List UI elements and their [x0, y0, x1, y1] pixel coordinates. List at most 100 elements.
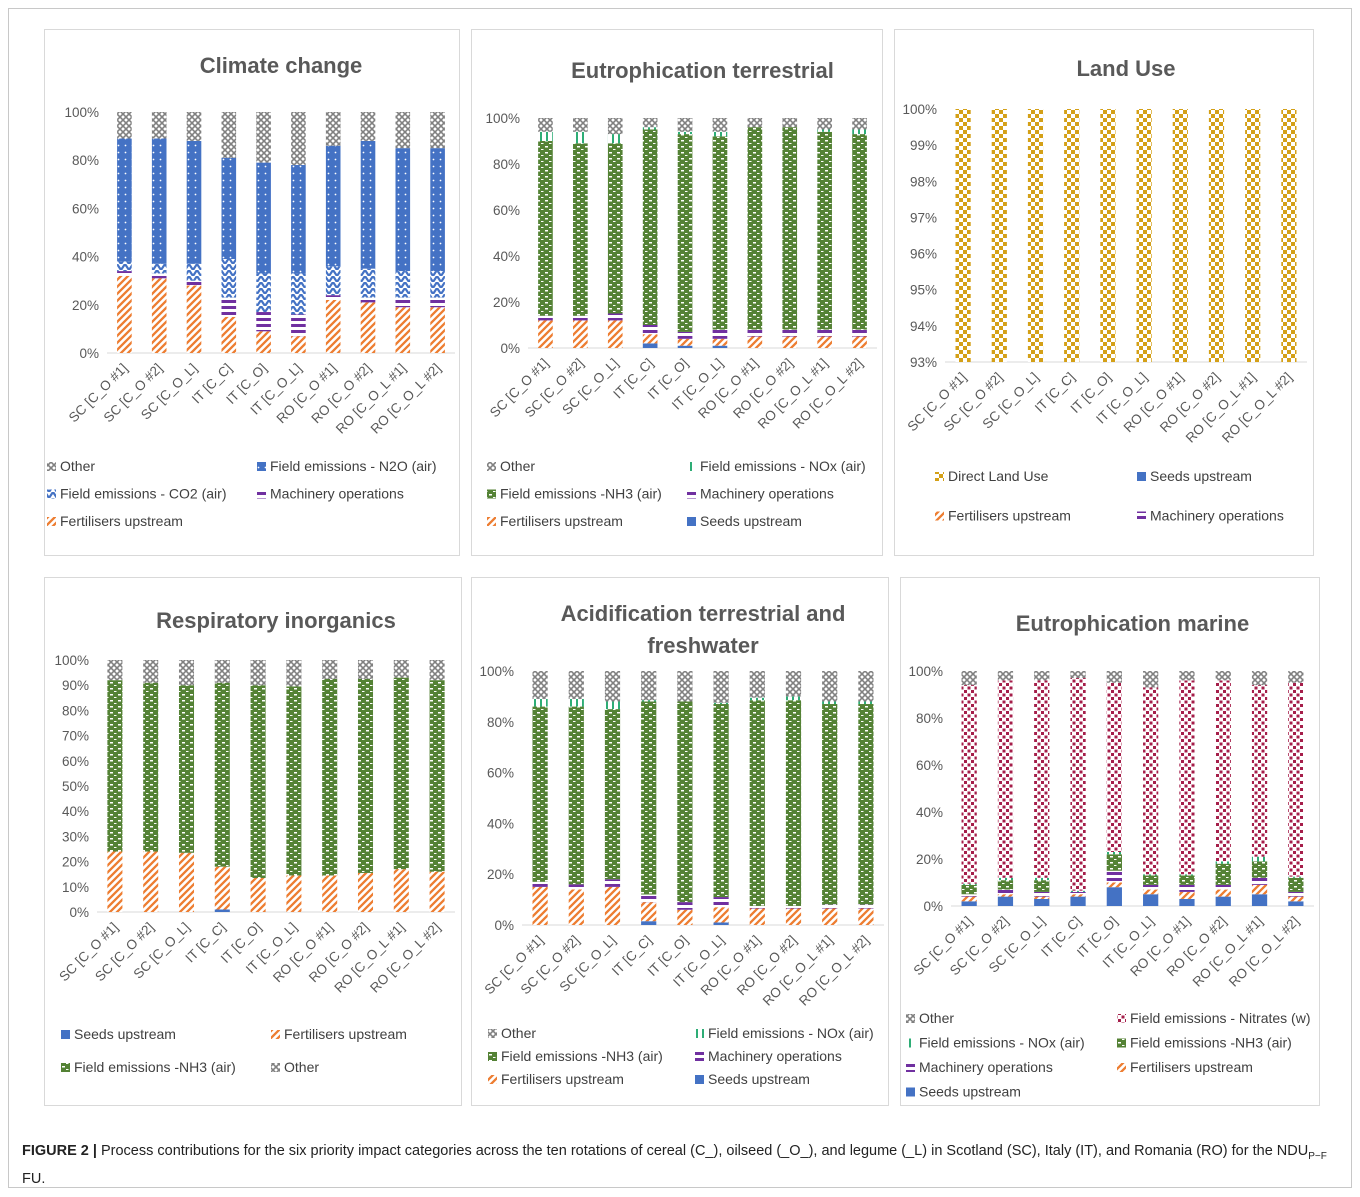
legend-swatch-field-emissions-nox-air — [687, 462, 696, 471]
bar-segment-other — [360, 112, 376, 141]
bar-segment-field-emissions-n2o-air — [151, 138, 167, 264]
legend-label: Field emissions -NH3 (air) — [500, 486, 662, 502]
y-tick-label: 0% — [923, 899, 943, 914]
y-tick-label: 100% — [908, 664, 943, 679]
bar-segment-field-emissions-nh3-air — [538, 141, 553, 316]
chart-title: Land Use — [1076, 56, 1175, 81]
bar-segment-machinery-operations — [607, 313, 623, 321]
bar-segment-field-emissions-nox-air — [1070, 890, 1086, 892]
bar-segment-other — [822, 671, 838, 702]
legend-label: Other — [60, 458, 95, 474]
y-tick-label: 80% — [493, 157, 520, 172]
legend-label: Seeds upstream — [1150, 468, 1252, 484]
bar-segment-fertilisers-upstream — [852, 336, 867, 348]
bar-segment-field-emissions-nitrates-w — [1251, 685, 1268, 857]
y-tick-label: 0% — [79, 346, 99, 361]
bar-segment-field-emissions-nh3-air — [712, 136, 728, 330]
bar-segment-machinery-operations — [785, 905, 802, 909]
y-tick-label: 80% — [72, 153, 99, 168]
y-tick-label: 10% — [62, 880, 89, 895]
bar-segment-field-emissions-nh3-air — [322, 678, 338, 876]
bar-segment-field-emissions-nh3-air — [573, 143, 588, 316]
bar-segment-other — [430, 112, 445, 149]
bar-segment-machinery-operations — [961, 894, 977, 897]
bar-segment-field-emissions-co2-air — [291, 273, 306, 315]
legend-swatch-seeds-upstream — [687, 517, 696, 526]
bar-segment-other — [1070, 671, 1086, 679]
bar-segment-field-emissions-n2o-air — [395, 148, 411, 272]
bar-segment-field-emissions-nh3-air — [858, 704, 874, 905]
bar-segment-machinery-operations — [532, 881, 548, 887]
bar-segment-fertilisers-upstream — [286, 875, 302, 912]
legend-swatch-field-emissions-nh3-air — [487, 489, 496, 499]
legend-label: Fertilisers upstream — [1130, 1059, 1253, 1075]
chart-panel-4: Respiratory inorganics 0% 10% 20% 30% 40% 50% 6… — [44, 577, 462, 1106]
bar-segment-field-emissions-n2o-air — [186, 140, 202, 264]
bar-segment-machinery-operations — [677, 331, 693, 339]
legend-label: Field emissions - N2O (air) — [270, 458, 436, 474]
legend-swatch-other — [47, 462, 56, 471]
y-tick-label: 20% — [487, 867, 514, 882]
bar-segment-machinery-operations — [858, 904, 874, 909]
bar-segment-other — [393, 660, 409, 678]
bar-segment-machinery-operations — [1070, 891, 1086, 895]
bar-segment-field-emissions-nh3-air — [961, 884, 977, 895]
bar-segment-machinery-operations — [782, 329, 798, 337]
figure-caption: FIGURE 2 | Process contributions for the… — [22, 1140, 1338, 1190]
y-tick-label: 0% — [494, 918, 514, 933]
bar-segment-field-emissions-nox-air — [1179, 874, 1195, 876]
legend-label: Machinery operations — [700, 486, 834, 502]
bar-segment-machinery-operations — [712, 329, 728, 339]
legend-swatch-machinery-operations — [1137, 511, 1146, 521]
bar-segment-fertilisers-upstream — [429, 871, 445, 912]
bar-segment-direct-land-use — [1281, 109, 1297, 362]
bar-segment-field-emissions-nh3-air — [1288, 877, 1304, 892]
bar-segment-fertilisers-upstream — [538, 320, 553, 348]
bar-segment-machinery-operations — [573, 315, 588, 321]
bar-segment-seeds-upstream — [713, 922, 729, 925]
legend-swatch-seeds-upstream — [1137, 472, 1146, 481]
legend-swatch-fertilisers-upstream — [935, 511, 944, 521]
y-tick-label: 97% — [910, 210, 937, 225]
bar-segment-field-emissions-nox-air — [641, 700, 657, 702]
bar-segment-field-emissions-nh3-air — [852, 134, 867, 330]
bar-segment-fertilisers-upstream — [1251, 884, 1268, 895]
bar-segment-other — [256, 112, 271, 163]
y-tick-label: 80% — [62, 703, 89, 718]
legend-label: Field emissions -NH3 (air) — [1130, 1035, 1292, 1051]
bar-segment-machinery-operations — [395, 297, 411, 308]
bar-segment-field-emissions-co2-air — [325, 266, 341, 296]
bar-segment-other — [291, 112, 306, 166]
bar-segment-other — [749, 671, 765, 698]
legend-label: Field emissions - NOx (air) — [919, 1035, 1085, 1051]
bar-segment-other — [322, 660, 338, 679]
y-tick-label: 60% — [487, 766, 514, 781]
y-tick-label: 80% — [916, 711, 943, 726]
y-tick-label: 20% — [62, 855, 89, 870]
legend-swatch-field-emissions-nh3-air — [488, 1052, 497, 1061]
bar-segment-fertilisers-upstream — [107, 851, 123, 912]
bar-segment-fertilisers-upstream — [785, 908, 802, 925]
bar-segment-field-emissions-nox-air — [677, 131, 693, 135]
bar-segment-fertilisers-upstream — [747, 336, 763, 348]
bar-segment-field-emissions-nox-air — [1034, 877, 1050, 881]
bar-segment-other — [107, 660, 123, 681]
legend-swatch-other — [488, 1029, 497, 1038]
y-tick-label: 99% — [910, 138, 937, 153]
bar-segment-field-emissions-nox-air — [1288, 876, 1304, 878]
bar-segment-machinery-operations — [1251, 877, 1268, 885]
bar-segment-field-emissions-nh3-air — [1215, 863, 1231, 885]
y-tick-label: 96% — [910, 247, 937, 262]
bar-segment-other — [186, 112, 202, 141]
bar-segment-fertilisers-upstream — [325, 299, 341, 353]
legend-label: Machinery operations — [1150, 508, 1284, 524]
bar-segment-fertilisers-upstream — [782, 336, 798, 348]
bar-segment-field-emissions-nox-air — [538, 131, 553, 141]
bar-segment-field-emissions-co2-air — [221, 259, 237, 298]
bar-segment-field-emissions-nitrates-w — [1215, 680, 1231, 862]
y-tick-label: 60% — [916, 758, 943, 773]
bar-segment-machinery-operations — [221, 297, 237, 317]
bar-segment-seeds-upstream — [961, 901, 977, 906]
chart-panel-1: Climate change 0% 20% 40% 60% 80% 100% SC [C_O … — [44, 29, 460, 556]
